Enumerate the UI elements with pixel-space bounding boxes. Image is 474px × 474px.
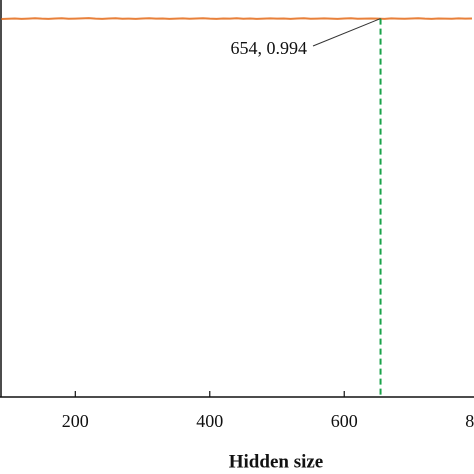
x-tick-label: 400 (196, 411, 223, 431)
x-tick-label: 600 (331, 411, 358, 431)
series-line (1, 17, 473, 20)
annotation: 654, 0.994 (231, 38, 308, 58)
x-tick-label: 200 (62, 411, 89, 431)
x-tick-label: 800 (465, 411, 474, 431)
x-axis-label: Hidden size (229, 451, 323, 472)
annotation-leader (312, 18, 381, 47)
